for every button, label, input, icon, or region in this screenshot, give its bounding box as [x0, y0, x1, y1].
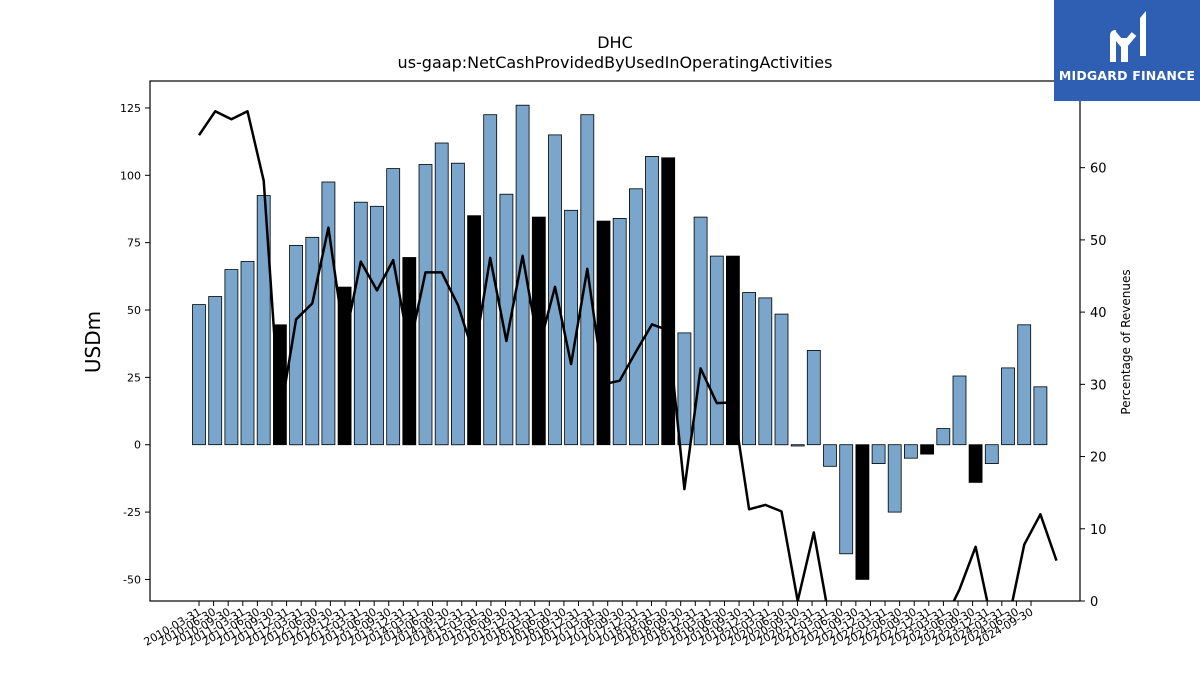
- bar: [806, 349, 821, 446]
- bar: [418, 164, 433, 446]
- bar: [661, 157, 676, 446]
- y-tick-label: 50: [127, 304, 141, 317]
- bar: [887, 444, 902, 513]
- y-tick-label: 0: [134, 439, 141, 452]
- bar: [467, 215, 482, 446]
- bar: [305, 236, 320, 446]
- bar: [386, 168, 401, 446]
- y-tick-label: 25: [127, 371, 141, 384]
- bar: [629, 188, 643, 446]
- bar: [208, 296, 223, 446]
- bar: [774, 313, 789, 446]
- bar: [1001, 367, 1015, 446]
- y-tick-label: 75: [127, 237, 141, 250]
- chart-title: DHC: [597, 33, 633, 52]
- bar: [240, 261, 255, 446]
- bar: [402, 257, 417, 446]
- bar: [677, 332, 692, 446]
- logo: MIDGARD FINANCE: [1054, 0, 1200, 101]
- y2-tick-label: 10: [1090, 523, 1107, 538]
- bar: [726, 255, 740, 446]
- bar: [790, 444, 805, 447]
- bar: [645, 155, 659, 446]
- bar: [952, 375, 967, 446]
- bar: [499, 193, 514, 446]
- y2-tick-label: 40: [1090, 306, 1107, 321]
- bar: [596, 220, 611, 446]
- bar: [531, 216, 546, 446]
- y2-tick-label: 30: [1090, 378, 1107, 393]
- bar: [434, 142, 449, 446]
- bar: [920, 444, 934, 455]
- bar: [580, 114, 595, 446]
- bar: [1033, 386, 1048, 446]
- plot-frame: [149, 80, 1081, 602]
- bar: [483, 114, 498, 446]
- chart-subtitle: us-gaap:NetCashProvidedByUsedInOperating…: [398, 53, 833, 72]
- bar: [871, 444, 886, 465]
- y-tick-label: 125: [120, 102, 141, 115]
- bar: [984, 444, 999, 465]
- bar: [564, 209, 578, 446]
- bar: [224, 269, 239, 446]
- y2-tick-label: 20: [1090, 451, 1107, 466]
- bar: [758, 297, 773, 446]
- y2-tick-label: 50: [1090, 234, 1107, 249]
- bar: [936, 428, 951, 446]
- logo-text: MIDGARD FINANCE: [1058, 68, 1196, 83]
- bar: [742, 292, 756, 446]
- line-group: [197, 110, 1058, 601]
- y2-axis-label: Percentage of Revenues: [1119, 269, 1133, 414]
- bar: [709, 255, 724, 446]
- bar: [612, 217, 627, 446]
- y-tick-label: -25: [123, 506, 141, 519]
- y-axis-label: USDm: [81, 311, 105, 373]
- y2-tick-label: 60: [1090, 162, 1107, 177]
- bar: [192, 304, 206, 446]
- bar: [370, 205, 384, 446]
- bar: [839, 444, 854, 555]
- y-tick-label: -50: [123, 573, 141, 586]
- bar: [823, 444, 837, 467]
- bar: [1017, 324, 1032, 446]
- series-line: [197, 110, 1058, 601]
- bar: [515, 104, 530, 446]
- bar: [289, 244, 304, 446]
- bar: [968, 444, 983, 483]
- logo-mark-icon: [1110, 11, 1146, 62]
- bar: [904, 444, 918, 459]
- y2-tick-label: 0: [1090, 595, 1098, 610]
- bars-group: [192, 104, 1048, 580]
- axes-group: -50-25025507510012501020304050602010-03-…: [120, 80, 1107, 649]
- y-tick-label: 100: [120, 169, 141, 182]
- bar: [855, 444, 870, 580]
- bar: [321, 181, 336, 446]
- bar: [353, 201, 368, 446]
